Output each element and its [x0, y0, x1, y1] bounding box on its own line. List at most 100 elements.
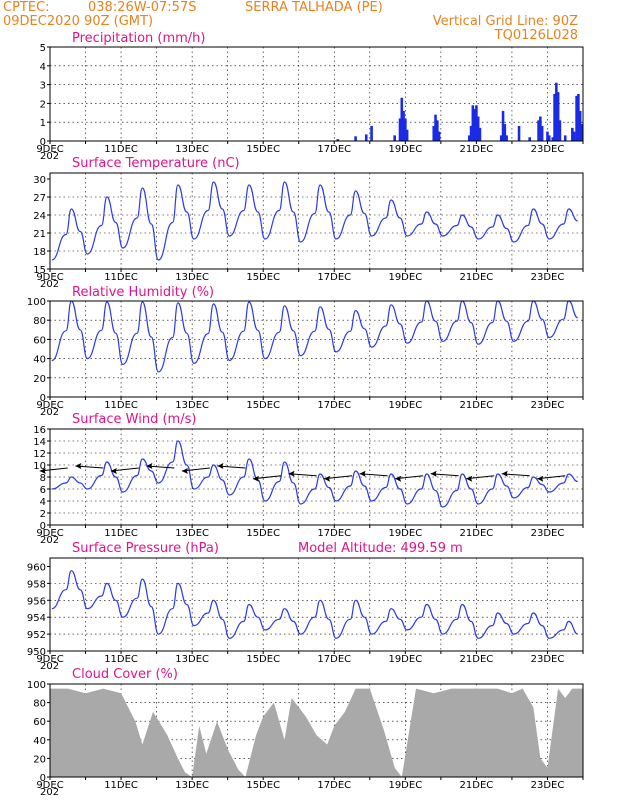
precip-bar [503, 124, 507, 141]
x-tick-label: 9DEC [36, 654, 63, 665]
x-tick-label: 23DEC [531, 144, 565, 155]
x-tick-label: 13DEC [175, 654, 209, 665]
precip-bar [499, 135, 503, 141]
y-tick-label: 30 [33, 175, 46, 186]
x-tick-label: 13DEC [175, 400, 209, 411]
panel-2: Surface Temperature (nC) 15 18 21 24 27 30 9DEC… [33, 156, 584, 290]
series-line [51, 181, 578, 261]
precip-bar [364, 134, 368, 141]
y-tick-label: 27 [33, 193, 46, 204]
x-tick-label: 15DEC [246, 272, 280, 283]
x-tick-label: 23DEC [531, 780, 565, 791]
x-tick-label: 15DEC [246, 400, 280, 411]
precip-bar [551, 137, 555, 141]
y-tick-label: 16 [33, 425, 46, 436]
precip-bar [475, 105, 478, 141]
precip-bar [517, 125, 521, 141]
precip-bar [370, 125, 373, 141]
precip-bar [553, 94, 556, 141]
precip-bar [478, 127, 482, 141]
year-stub: 202 [40, 661, 59, 672]
wind-arrowhead [537, 475, 544, 482]
series-line [51, 440, 578, 508]
precip-bar [354, 136, 357, 141]
y-tick-label: 18 [33, 247, 46, 258]
x-tick-label: 9DEC [36, 528, 63, 539]
x-tick-label: 13DEC [175, 144, 209, 155]
year-stub: 202 [40, 407, 59, 418]
x-tick-label: 21DEC [460, 144, 494, 155]
x-tick-label: 21DEC [460, 272, 494, 283]
x-tick-label: 19DEC [388, 780, 422, 791]
y-tick-label: 952 [27, 630, 46, 641]
precip-bar [572, 131, 576, 141]
year-stub: 202 [40, 151, 59, 162]
wind-arrowhead [359, 470, 366, 477]
x-tick-label: 17DEC [317, 400, 351, 411]
x-tick-label: 17DEC [317, 654, 351, 665]
wind-arrowhead [252, 475, 259, 482]
wind-arrowhead [110, 468, 117, 474]
x-tick-label: 9DEC [36, 780, 63, 791]
y-tick-label: 4 [40, 497, 46, 508]
x-tick-label: 15DEC [246, 144, 280, 155]
x-tick-label: 21DEC [460, 654, 494, 665]
precip-bar [505, 135, 508, 141]
wind-arrowhead [181, 468, 188, 474]
precip-bar [437, 131, 441, 141]
precip-bar [578, 110, 582, 141]
precip-bar [571, 127, 574, 141]
precip-bar [405, 129, 409, 141]
precip-bar [558, 120, 562, 141]
x-tick-label: 11DEC [104, 272, 138, 283]
precip-bar [563, 135, 567, 141]
panel-title: Surface Wind (m/s) [72, 412, 196, 427]
header-source: CPTEC: [3, 0, 50, 15]
wind-arrowhead [39, 468, 46, 474]
header-run: 09DEC2020 90Z (GMT) [3, 14, 153, 29]
series-line [51, 570, 578, 639]
wind-arrowhead [217, 463, 224, 469]
y-tick-label: 20 [33, 374, 46, 385]
y-tick-label: 15 [33, 265, 46, 276]
y-tick-label: 60 [33, 335, 46, 346]
x-tick-label: 19DEC [388, 528, 422, 539]
x-tick-label: 9DEC [36, 272, 63, 283]
y-tick-label: 0 [40, 773, 46, 784]
precip-bar [467, 135, 471, 141]
header-station: SERRA TALHADA (PE) [245, 0, 383, 15]
panel-title: Precipitation (mm/h) [72, 31, 205, 46]
panel-6: Cloud Cover (%) 0 20 40 60 80 100 9DEC 11DEC 13DE… [27, 667, 584, 798]
precip-bar [336, 139, 340, 141]
y-tick-label: 954 [27, 613, 46, 624]
precip-bar [432, 125, 436, 141]
y-tick-label: 0 [40, 521, 46, 532]
precip-bar [546, 131, 549, 141]
precip-bar [528, 137, 531, 141]
wind-arrowhead [146, 463, 153, 469]
panel-frame [49, 557, 584, 652]
x-tick-label: 21DEC [460, 528, 494, 539]
precip-bar [398, 118, 402, 141]
x-tick-label: 19DEC [388, 144, 422, 155]
x-tick-label: 23DEC [531, 400, 565, 411]
y-tick-label: 1 [40, 118, 46, 129]
precip-bar [537, 120, 540, 141]
precip-bar [547, 135, 551, 141]
wind-arrowhead [288, 470, 295, 477]
precip-bar [393, 135, 396, 141]
panel-title: Surface Pressure (hPa) [72, 541, 219, 556]
y-tick-label: 100 [27, 680, 46, 691]
y-tick-label: 956 [27, 596, 46, 607]
y-tick-label: 60 [33, 717, 46, 728]
wind-arrowhead [501, 470, 508, 477]
panel-subtitle: Model Altitude: 499.59 m [298, 541, 463, 556]
panel-5: Surface Pressure (hPa) Model Altitude: 49… [27, 541, 584, 672]
y-tick-label: 8 [40, 473, 46, 484]
y-tick-label: 20 [33, 754, 46, 765]
x-tick-label: 11DEC [104, 654, 138, 665]
x-tick-label: 11DEC [104, 528, 138, 539]
